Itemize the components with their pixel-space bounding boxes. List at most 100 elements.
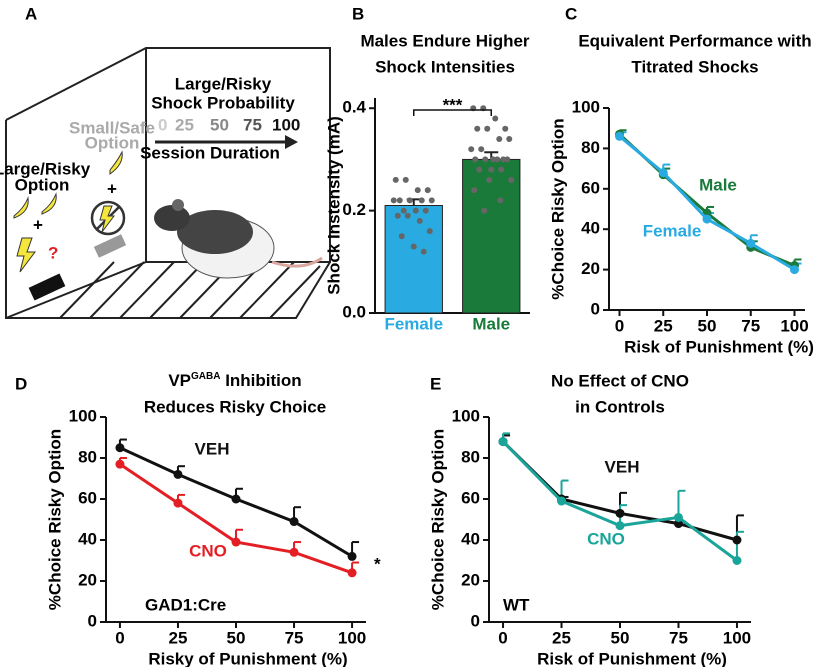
chart-title: VPGABA Inhibition <box>168 371 301 391</box>
panel-letter: B <box>352 4 364 23</box>
question: ? <box>48 243 58 262</box>
x-tick-label: 50 <box>227 628 246 647</box>
y-tick-label: 0.2 <box>342 200 366 219</box>
lever <box>28 273 66 301</box>
lever <box>93 234 127 258</box>
y-axis-label: %Choice Risky Option <box>428 429 447 610</box>
header: Shock Probability <box>151 93 295 112</box>
series-label: VEH <box>195 439 230 458</box>
rat-back <box>177 210 253 254</box>
data-point <box>289 517 299 527</box>
data-point <box>496 135 503 142</box>
bar <box>462 158 521 314</box>
x-axis-label: Risk of Punishment (%) <box>537 649 727 667</box>
y-tick-label: 40 <box>78 529 97 548</box>
data-point <box>497 197 504 204</box>
no-shock <box>90 200 126 236</box>
data-point <box>428 197 435 204</box>
prob-tick: 25 <box>175 115 194 134</box>
significance-bracket <box>413 109 492 116</box>
annotation: * <box>374 554 381 573</box>
title-part: GABA <box>191 371 220 382</box>
data-point <box>173 469 183 479</box>
data-point <box>746 238 756 248</box>
data-point <box>414 187 421 194</box>
x-tick-label: 0 <box>498 628 507 647</box>
y-tick-label: 80 <box>78 447 97 466</box>
x-tick-label: 25 <box>552 628 571 647</box>
safe-option: Option <box>85 133 140 152</box>
data-point <box>732 556 742 565</box>
data-point <box>406 197 413 204</box>
series-line <box>618 135 796 271</box>
x-axis-label: Risk of Punishment (%) <box>624 337 814 356</box>
x-tick-label: 100 <box>338 628 366 647</box>
bolt <box>16 237 36 273</box>
annotation: GAD1:Cre <box>145 595 226 614</box>
y-axis-label: %Choice Risky Option <box>45 429 64 610</box>
series-label: CNO <box>189 541 227 560</box>
data-point <box>418 197 425 204</box>
series-line <box>119 462 353 575</box>
chart-title: Titrated Shocks <box>631 57 758 76</box>
rat-tail <box>271 256 323 268</box>
safe-option: Small/Safe <box>69 118 155 137</box>
y-tick-label: 20 <box>461 570 480 589</box>
y-tick-label: 60 <box>78 488 97 507</box>
data-point <box>673 512 683 522</box>
data-point <box>422 207 429 214</box>
panel-letter: D <box>15 374 27 393</box>
data-point <box>392 176 399 183</box>
data-point <box>488 166 495 173</box>
series-label: CNO <box>587 529 625 548</box>
data-point <box>420 248 427 255</box>
significance: *** <box>443 95 463 114</box>
x-tick-label: 25 <box>654 316 673 335</box>
chart-title: in Controls <box>575 397 665 416</box>
x-tick-label: 75 <box>669 628 688 647</box>
chart-title: Equivalent Performance with <box>578 31 811 50</box>
x-tick-label: 50 <box>611 628 630 647</box>
data-point <box>390 197 397 204</box>
x-axis-label: Risky of Punishment (%) <box>148 649 347 667</box>
y-tick-label: 0.4 <box>342 98 366 117</box>
arrow-label: Session Duration <box>140 143 280 162</box>
x-tick-label: 25 <box>169 628 188 647</box>
data-point <box>673 519 683 529</box>
data-point <box>468 146 475 153</box>
data-point <box>498 166 505 173</box>
x-tick-label: 75 <box>741 316 760 335</box>
data-point <box>702 214 712 224</box>
y-tick-label: 0 <box>471 611 480 630</box>
data-point <box>615 508 625 518</box>
data-point <box>478 146 485 153</box>
data-point <box>481 207 488 214</box>
series-label: VEH <box>605 457 640 476</box>
x-tick-label: 75 <box>285 628 304 647</box>
data-point <box>400 207 407 214</box>
prob-tick: 75 <box>243 115 262 134</box>
data-point <box>732 535 742 545</box>
chart-title: No Effect of CNO <box>551 371 689 390</box>
risky-option: Option <box>15 175 70 194</box>
data-point <box>506 135 513 142</box>
data-point <box>482 156 489 163</box>
data-point <box>404 212 411 219</box>
bolt <box>99 205 115 233</box>
title-part: VP <box>168 371 191 390</box>
data-point <box>424 187 431 194</box>
data-point <box>471 187 478 194</box>
data-point <box>347 568 357 578</box>
data-point <box>115 443 125 453</box>
data-point <box>494 156 501 163</box>
chart-title: Reduces Risky Choice <box>144 397 326 416</box>
y-tick-label: 20 <box>78 570 97 589</box>
y-tick-label: 100 <box>452 406 480 425</box>
x-tick-label: 0 <box>615 316 624 335</box>
data-point <box>486 176 493 183</box>
chart-title: Shock Intensities <box>375 57 515 76</box>
plus: + <box>107 179 117 198</box>
x-tick-label: Female <box>384 314 443 333</box>
rat-head <box>154 205 190 231</box>
y-tick-label: 40 <box>581 219 600 238</box>
